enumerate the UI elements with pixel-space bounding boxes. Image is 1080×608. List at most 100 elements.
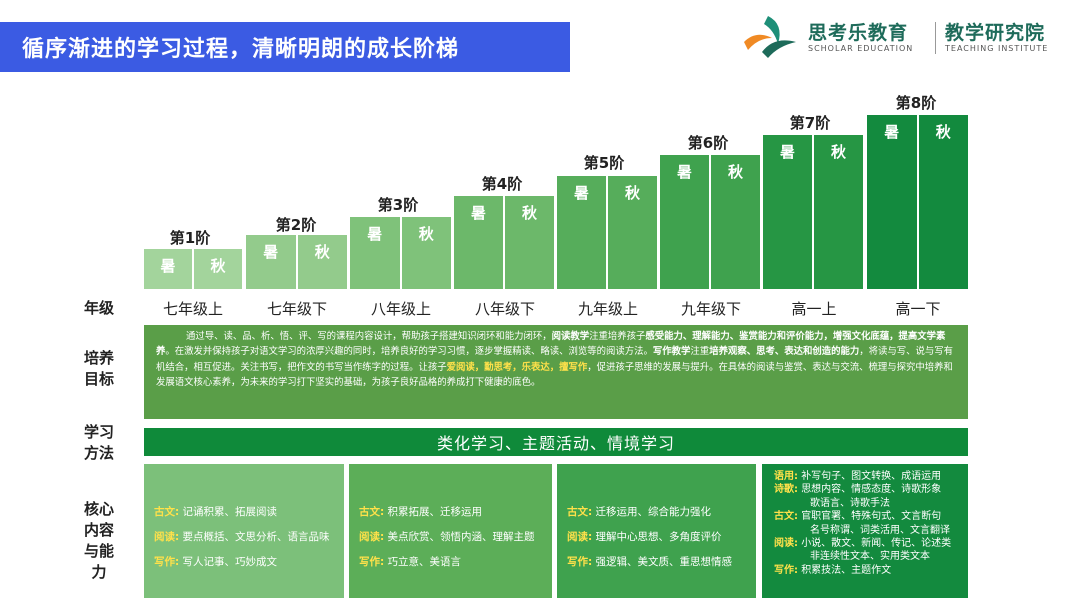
row-label-grade: 年级 [83,299,114,317]
core-item-continued: 名号称谓、词类活用、文言翻译 [774,524,968,537]
step-label: 第8阶 [895,94,937,112]
summer-term: 暑 [470,204,486,222]
step-block: 暑 秋 [246,235,347,289]
goal-highlight-yellow: 爱阅读，勤思考，乐表达，擅写作 [446,361,588,373]
grade-label: 七年级上 [162,300,223,318]
step-block: 暑 秋 [350,217,451,289]
core-item-label: 阅读: [567,531,593,543]
core-item-label: 语用: [774,471,798,482]
goal-text: 注重培养孩子 [589,331,646,342]
core-item-label: 古文: [359,506,385,518]
summer-term: 暑 [160,257,176,275]
row-label-core: 核心内容与能力 [83,500,114,581]
leaf-logo-icon [744,16,796,58]
row-label-method: 学习方法 [83,423,114,462]
autumn-term: 秋 [709,155,760,289]
title-banner: 循序渐进的学习过程，清晰明朗的成长阶梯 [0,22,570,72]
summer-term: 暑 [573,184,589,202]
core-item: 写作: 积累技法、主题作文 [774,564,968,577]
core-item-label: 阅读: [359,531,385,543]
core-item-label: 写作: [154,556,180,568]
core-item-label: 古文: [154,506,180,518]
core-content-box-4: 语用: 补写句子、图文转换、成语运用 诗歌: 思想内容、情感态度、诗歌形象 歌语… [762,464,968,598]
summer-term: 暑 [884,123,900,141]
page-title: 循序渐进的学习过程，清晰明朗的成长阶梯 [22,37,460,62]
summer-term: 暑 [263,243,279,261]
core-item-label: 写作: [359,556,385,568]
core-item-text: 理解中心思想、多角度评价 [595,531,722,543]
step-label: 第5阶 [583,154,625,172]
autumn-term: 秋 [399,217,452,289]
core-item-label: 阅读: [774,538,798,550]
autumn-term: 秋 [192,249,242,289]
core-item-text: 巧立意、美语言 [387,556,462,568]
step-block: 暑 秋 [660,155,760,289]
grade-label: 八年级下 [474,300,535,318]
core-item: 古文: 记诵积累、拓展阅读 [154,504,277,519]
step-label: 第2阶 [275,216,317,234]
core-item: 写作: 写人记事、巧妙成文 [154,554,277,569]
core-item-text: 歌语言、诗歌手法 [810,497,890,509]
core-item-label: 写作: [567,556,593,568]
core-item: 古文: 官职官署、特殊句式、文言断句 [774,510,968,523]
grade-label: 七年级下 [266,300,327,318]
core-item-label: 古文: [567,506,593,518]
core-item: 诗歌: 思想内容、情感态度、诗歌形象 [774,483,968,496]
autumn-term: 秋 [606,176,657,289]
institute-name: 教学研究院 [945,22,1046,44]
step-block: 暑 秋 [144,249,242,289]
core-item: 语用: 补写句子、图文转换、成语运用 [774,470,968,483]
core-item-text: 小说、散文、新闻、传记、论述类 [801,538,952,550]
goal-text: 注重 [690,346,710,358]
core-item-text: 美点欣赏、领悟内涵、理解主题 [387,531,535,543]
core-item: 古文: 迁移运用、综合能力强化 [567,504,711,519]
core-item-label: 写作: [774,564,798,576]
step-label: 第6阶 [687,134,729,152]
brand-logo: 思考乐教育 SCHOLAR EDUCATION 教学研究院 TEACHING I… [738,10,1068,66]
core-item: 阅读: 美点欣赏、领悟内涵、理解主题 [359,529,535,544]
goal-highlight: 写作教学 [652,346,691,358]
autumn-term: 秋 [916,115,969,289]
grade-label: 高一下 [895,300,941,318]
core-item-text: 补写句子、图文转换、成语运用 [801,471,942,482]
core-item-label: 诗歌: [774,484,798,496]
core-item-text: 要点概括、文思分析、语言品味 [182,531,330,543]
core-item-text: 思想内容、情感态度、诗歌形象 [801,484,942,496]
core-item-label: 古文: [774,511,798,523]
core-content-box-1: 古文: 记诵积累、拓展阅读 阅读: 要点概括、文思分析、语言品味 写作: 写人记… [144,464,344,598]
core-item-text: 写人记事、巧妙成文 [182,556,278,568]
core-item-continued: 歌语言、诗歌手法 [774,497,968,510]
step-block: 暑 秋 [867,115,968,289]
grade-label: 九年级下 [680,300,741,318]
learning-method-box: 类化学习、主题活动、情境学习 [144,428,968,456]
goal-text: ，将读与写、说与写有机结合，相互促进。关注书写，把作文的书写当作练字的过程。让孩… [156,346,953,373]
core-content-box-2: 古文: 积累拓展、迁移运用 阅读: 美点欣赏、领悟内涵、理解主题 写作: 巧立意… [349,464,552,598]
goal-highlight: 感受能力、理解能力、鉴赏能力和评价能力，增强文化底蕴，提高文学素养 [156,331,946,358]
institute-name-en: TEACHING INSTITUTE [945,44,1049,53]
step-label: 第7阶 [789,114,831,132]
core-item: 古文: 积累拓展、迁移运用 [359,504,482,519]
row-label-goal: 培养目标 [83,349,114,388]
core-item: 阅读: 理解中心思想、多角度评价 [567,529,722,544]
core-item: 阅读: 小说、散文、新闻、传记、论述类 [774,537,968,550]
training-goal-box: 通过导、读、品、析、悟、评、写的课程内容设计，帮助孩子搭建知识闭环和能力闭环，阅… [144,325,968,419]
step-block: 暑 秋 [557,176,657,289]
goal-text: 通过导、读、品、析、悟、评、写的课程内容设计，帮助孩子搭建知识闭环和能力闭环， [186,331,552,342]
summer-term: 暑 [676,163,692,181]
core-item-text: 积累拓展、迁移运用 [387,506,483,518]
core-item: 写作: 强逻辑、美文质、重思想情感 [567,554,732,569]
autumn-term: 秋 [812,135,863,289]
grade-label: 八年级上 [370,300,431,318]
step-block: 暑 秋 [454,196,554,289]
step-label: 第3阶 [377,196,419,214]
summer-term: 暑 [367,225,383,243]
core-content-box-3: 古文: 迁移运用、综合能力强化 阅读: 理解中心思想、多角度评价 写作: 强逻辑… [557,464,756,598]
core-item-label: 阅读: [154,531,180,543]
goal-text: ，促进孩子思维的发展与提升。在具体的阅读与鉴赏、表达与交流、梳理与探究中培养和发… [156,361,953,388]
core-item-text: 非连续性文本、实用类文本 [810,551,930,563]
core-item: 写作: 巧立意、美语言 [359,554,461,569]
learning-method-text: 类化学习、主题活动、情境学习 [436,434,675,453]
step-label: 第4阶 [481,175,523,193]
core-item-text: 积累技法、主题作文 [801,564,892,576]
brand-name: 思考乐教育 [808,22,909,44]
